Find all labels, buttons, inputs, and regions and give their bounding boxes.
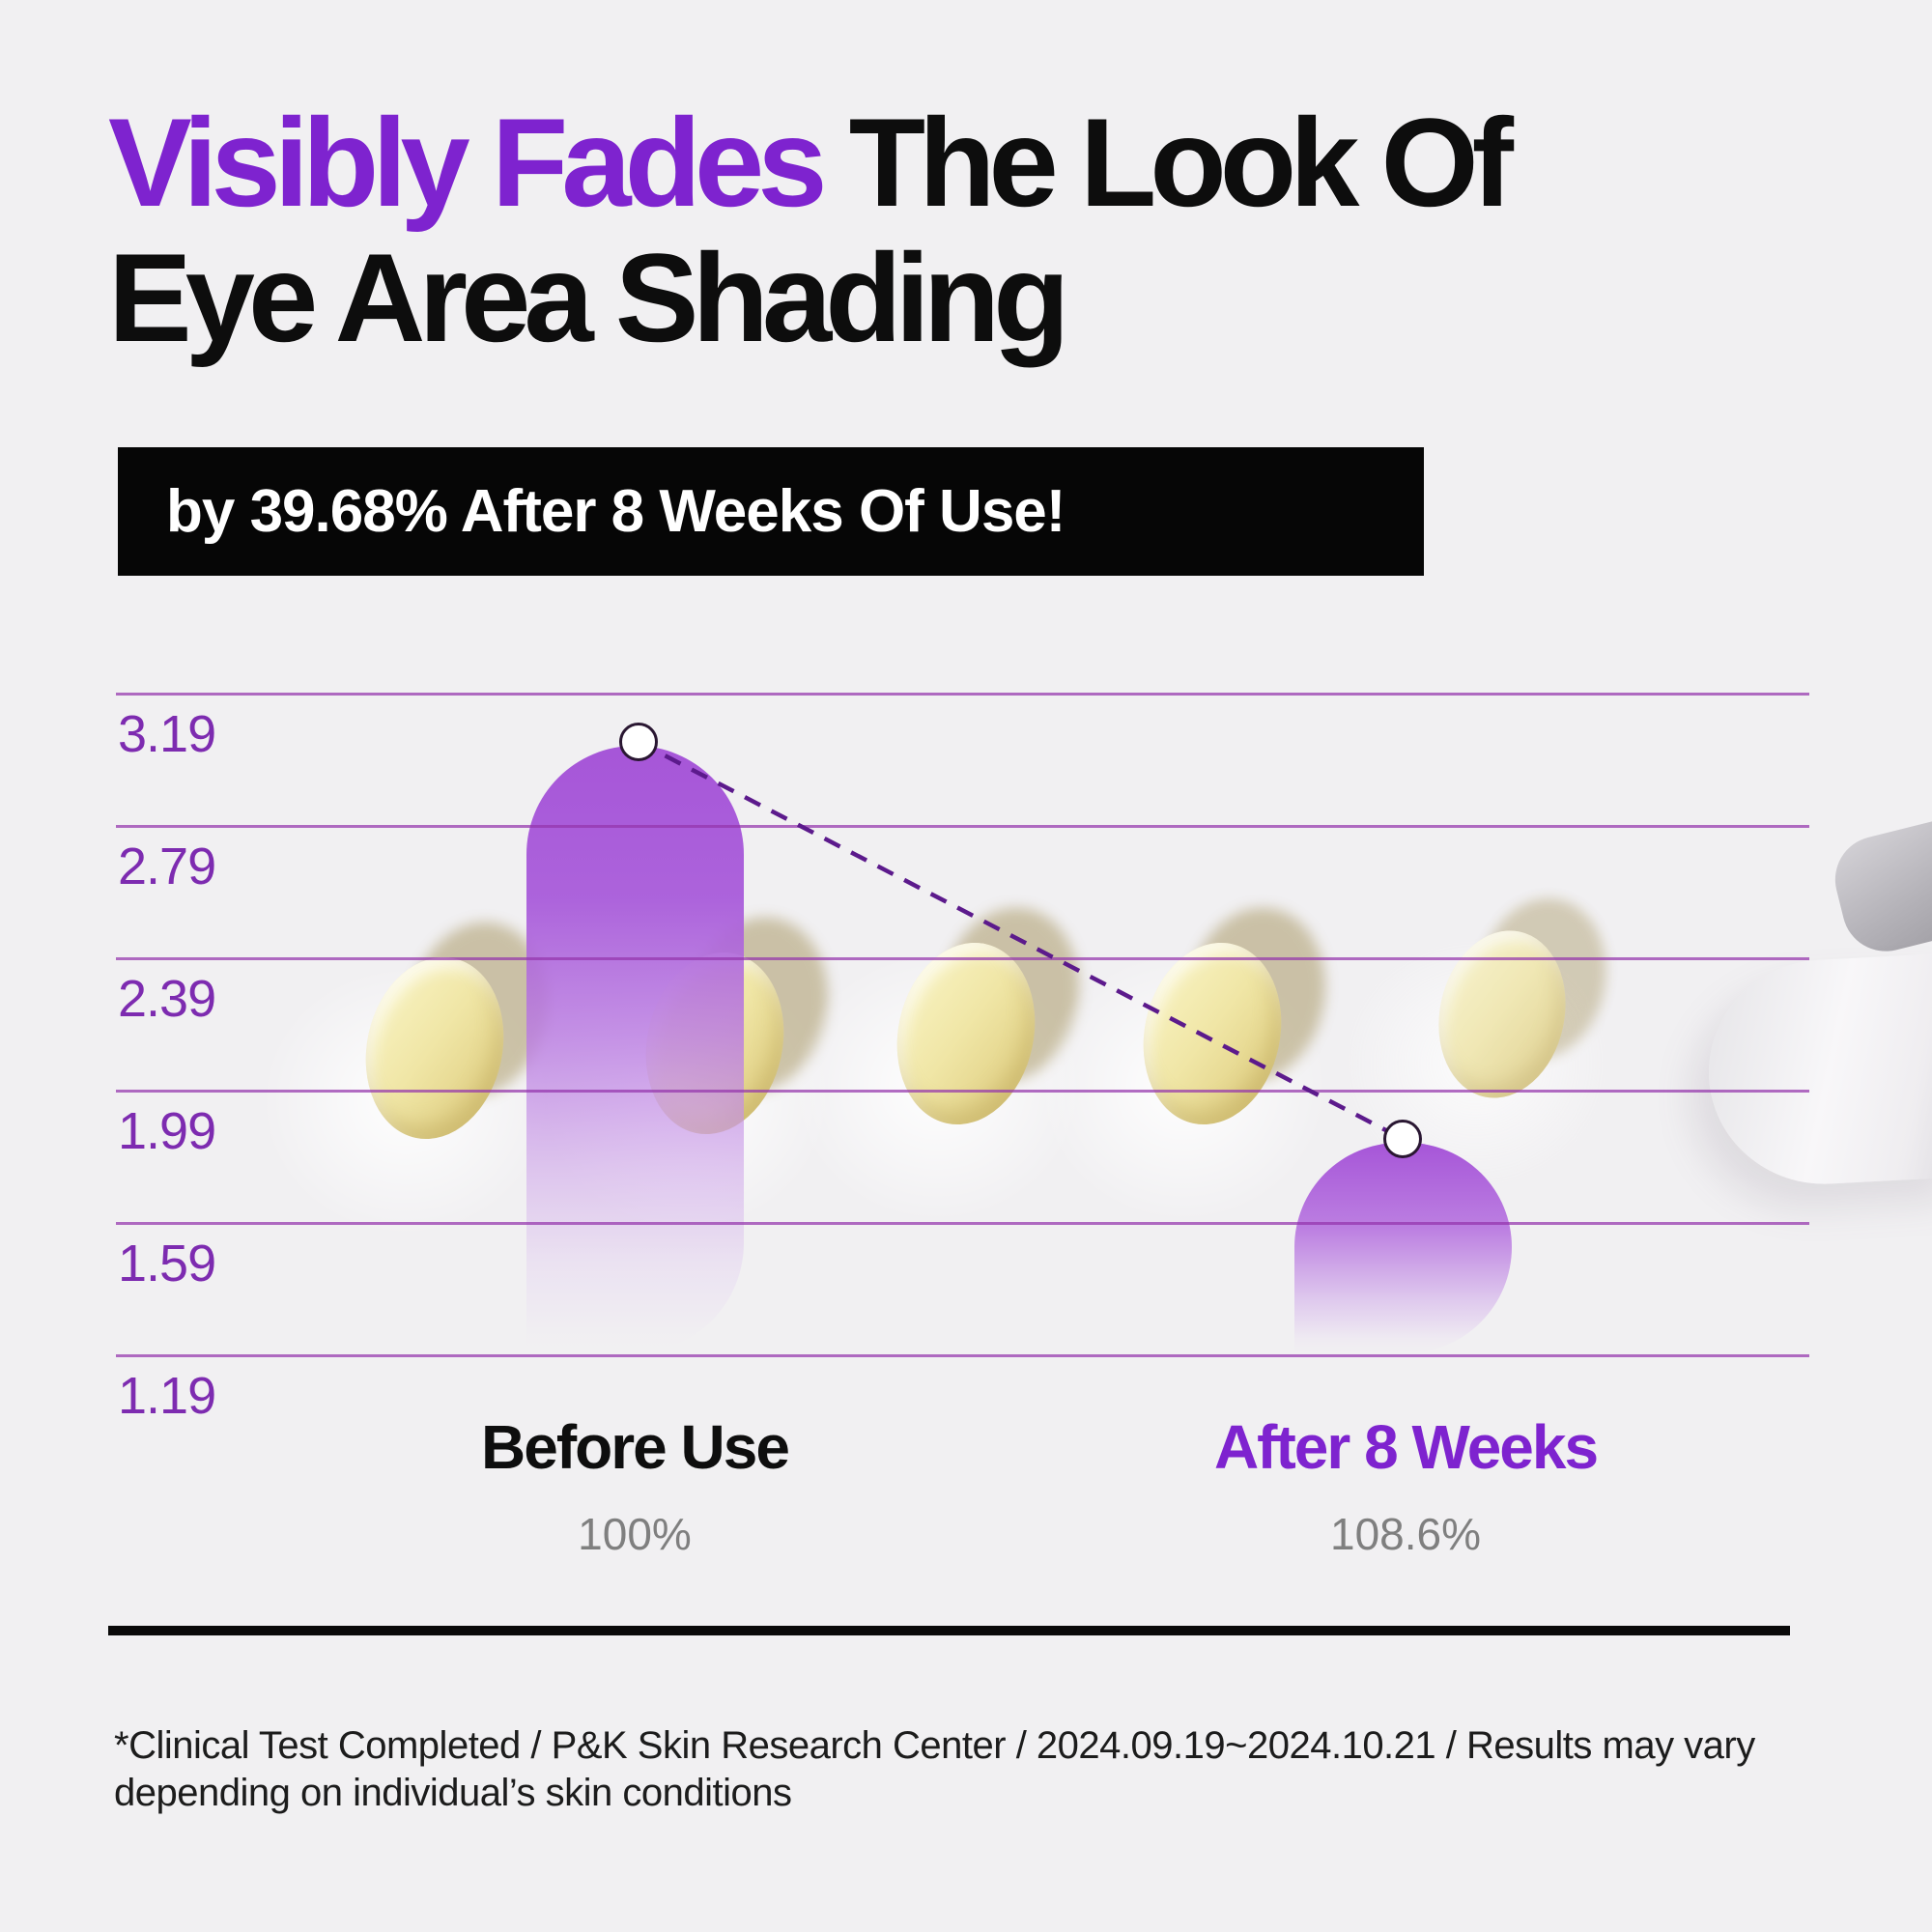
category-label-after: After 8 Weeks	[1213, 1412, 1599, 1482]
page-title: Visibly Fades The Look Of Eye Area Shadi…	[108, 92, 1514, 369]
value-label-after: 108.6%	[1329, 1509, 1481, 1559]
data-point-marker-before	[619, 723, 658, 761]
title-line-2: Eye Area Shading	[108, 227, 1070, 369]
bar-before-use	[526, 746, 744, 1353]
gridline	[116, 693, 1809, 696]
y-tick-label: 2.39	[118, 970, 216, 1028]
title-highlight: Visibly Fades	[108, 92, 828, 233]
y-tick-label: 1.99	[118, 1102, 216, 1160]
gridline	[116, 1222, 1809, 1225]
applicator-tip	[1703, 952, 1932, 1190]
title-rest: The Look Of	[820, 92, 1514, 233]
disclaimer-footnote: *Clinical Test Completed / P&K Skin Rese…	[114, 1724, 1755, 1814]
value-label-before: 100%	[578, 1509, 692, 1559]
bar-after-8-weeks	[1294, 1143, 1512, 1353]
y-tick-label: 1.59	[118, 1235, 216, 1293]
divider-rule	[108, 1626, 1790, 1635]
gridline	[116, 1354, 1809, 1357]
y-tick-label: 2.79	[118, 838, 216, 895]
category-label-before: Before Use	[481, 1412, 790, 1482]
claim-banner: by 39.68% After 8 Weeks Of Use!	[118, 447, 1424, 576]
y-tick-label: 1.19	[118, 1367, 216, 1425]
applicator-cap	[1826, 803, 1932, 961]
y-tick-label: 3.19	[118, 705, 216, 763]
claim-banner-text: by 39.68% After 8 Weeks Of Use!	[166, 478, 1065, 545]
gridline	[116, 957, 1809, 960]
title-line-1: Visibly Fades The Look Of	[108, 92, 1514, 233]
gridline	[116, 1090, 1809, 1093]
data-point-marker-after	[1383, 1120, 1422, 1158]
gridline	[116, 825, 1809, 828]
